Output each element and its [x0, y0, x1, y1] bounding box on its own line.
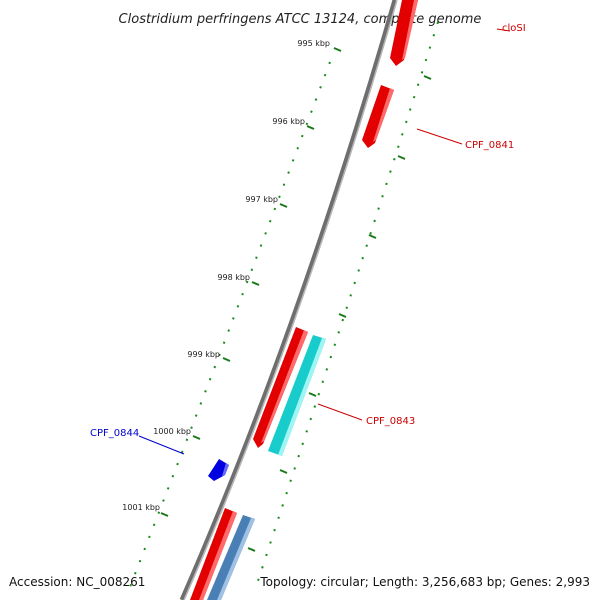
tick-label-998: 998 kbp	[217, 273, 250, 282]
label-connectors	[138, 28, 511, 455]
tick-1001: 1001 kbp	[122, 503, 169, 517]
gene-label-closl[interactable]: cloSI	[502, 23, 526, 34]
tick-998: 998 kbp	[217, 273, 260, 286]
tick-999: 999 kbp	[187, 350, 231, 362]
rna-feature-cpf0843[interactable]	[268, 335, 326, 456]
cds-feature-cpf0841[interactable]	[362, 85, 394, 148]
other-feature-bottom[interactable]	[207, 515, 255, 600]
map-title: Clostridium perfringens ATCC 13124, comp…	[119, 12, 482, 27]
tick-label-996: 996 kbp	[272, 117, 305, 126]
gene-label-cpf0843[interactable]: CPF_0843	[366, 416, 415, 427]
genome-backbone	[179, 0, 398, 600]
tick-996: 996 kbp	[272, 117, 315, 130]
tick-label-1001: 1001 kbp	[122, 503, 160, 512]
tick-label-995: 995 kbp	[297, 39, 330, 48]
cds-feature-cpf0844[interactable]	[208, 459, 229, 481]
gene-label-cpf0844[interactable]: CPF_0844	[90, 428, 139, 439]
tick-997: 997 kbp	[245, 195, 288, 208]
accession-text: Accession: NC_008261	[9, 575, 145, 589]
gene-label-cpf0841[interactable]: CPF_0841	[465, 140, 514, 151]
tick-1000: 1000 kbp	[153, 427, 201, 440]
inner-track-dots	[254, 21, 439, 591]
outer-track-dots	[127, 61, 331, 593]
cds-feature-cpf0842[interactable]	[253, 327, 308, 448]
inner-track-ticks	[247, 75, 432, 552]
tick-label-997: 997 kbp	[245, 195, 278, 204]
tick-label-999: 999 kbp	[187, 350, 220, 359]
tick-995: 995 kbp	[297, 39, 342, 52]
cds-feature-top[interactable]	[390, 0, 418, 66]
tick-label-1000: 1000 kbp	[153, 427, 191, 436]
topology-text: Topology: circular; Length: 3,256,683 bp…	[259, 575, 590, 589]
cds-feature-bottom-red[interactable]	[190, 508, 237, 600]
